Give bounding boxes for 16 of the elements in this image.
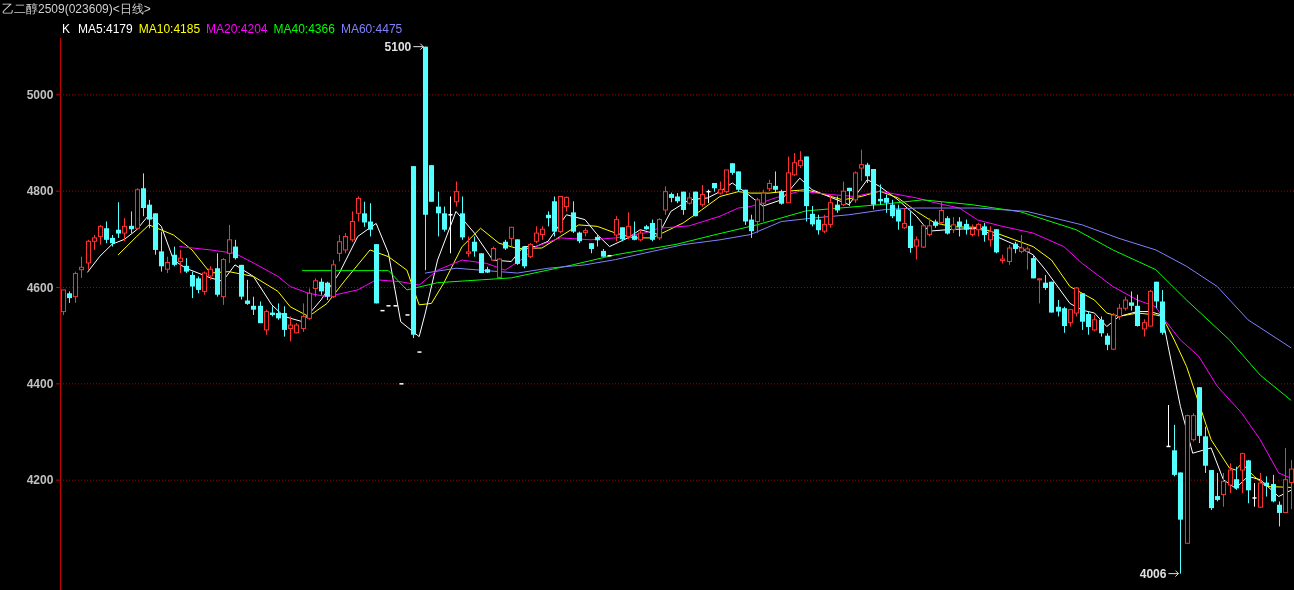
- y-tick-label: 4200: [26, 473, 54, 488]
- y-tick-label: 4400: [26, 376, 54, 391]
- text: MA40:4366: [273, 22, 336, 36]
- chart-title: 乙二醇2509(023609)<日线>: [2, 2, 151, 16]
- y-tick-label: 5000: [26, 87, 54, 102]
- annotation: 4006: [1139, 566, 1167, 581]
- legend-title: K: [62, 22, 71, 36]
- text: MA20:4204: [206, 22, 268, 36]
- line-series: [302, 199, 1292, 401]
- line-series: [424, 207, 1292, 349]
- y-tick-label: 4800: [26, 184, 54, 199]
- annotation: 5100: [384, 39, 412, 54]
- text: MA5:4179: [78, 22, 134, 36]
- text: MA60:4475: [340, 22, 403, 36]
- y-tick-label: 4600: [26, 280, 54, 295]
- text: MA10:4185: [138, 22, 201, 36]
